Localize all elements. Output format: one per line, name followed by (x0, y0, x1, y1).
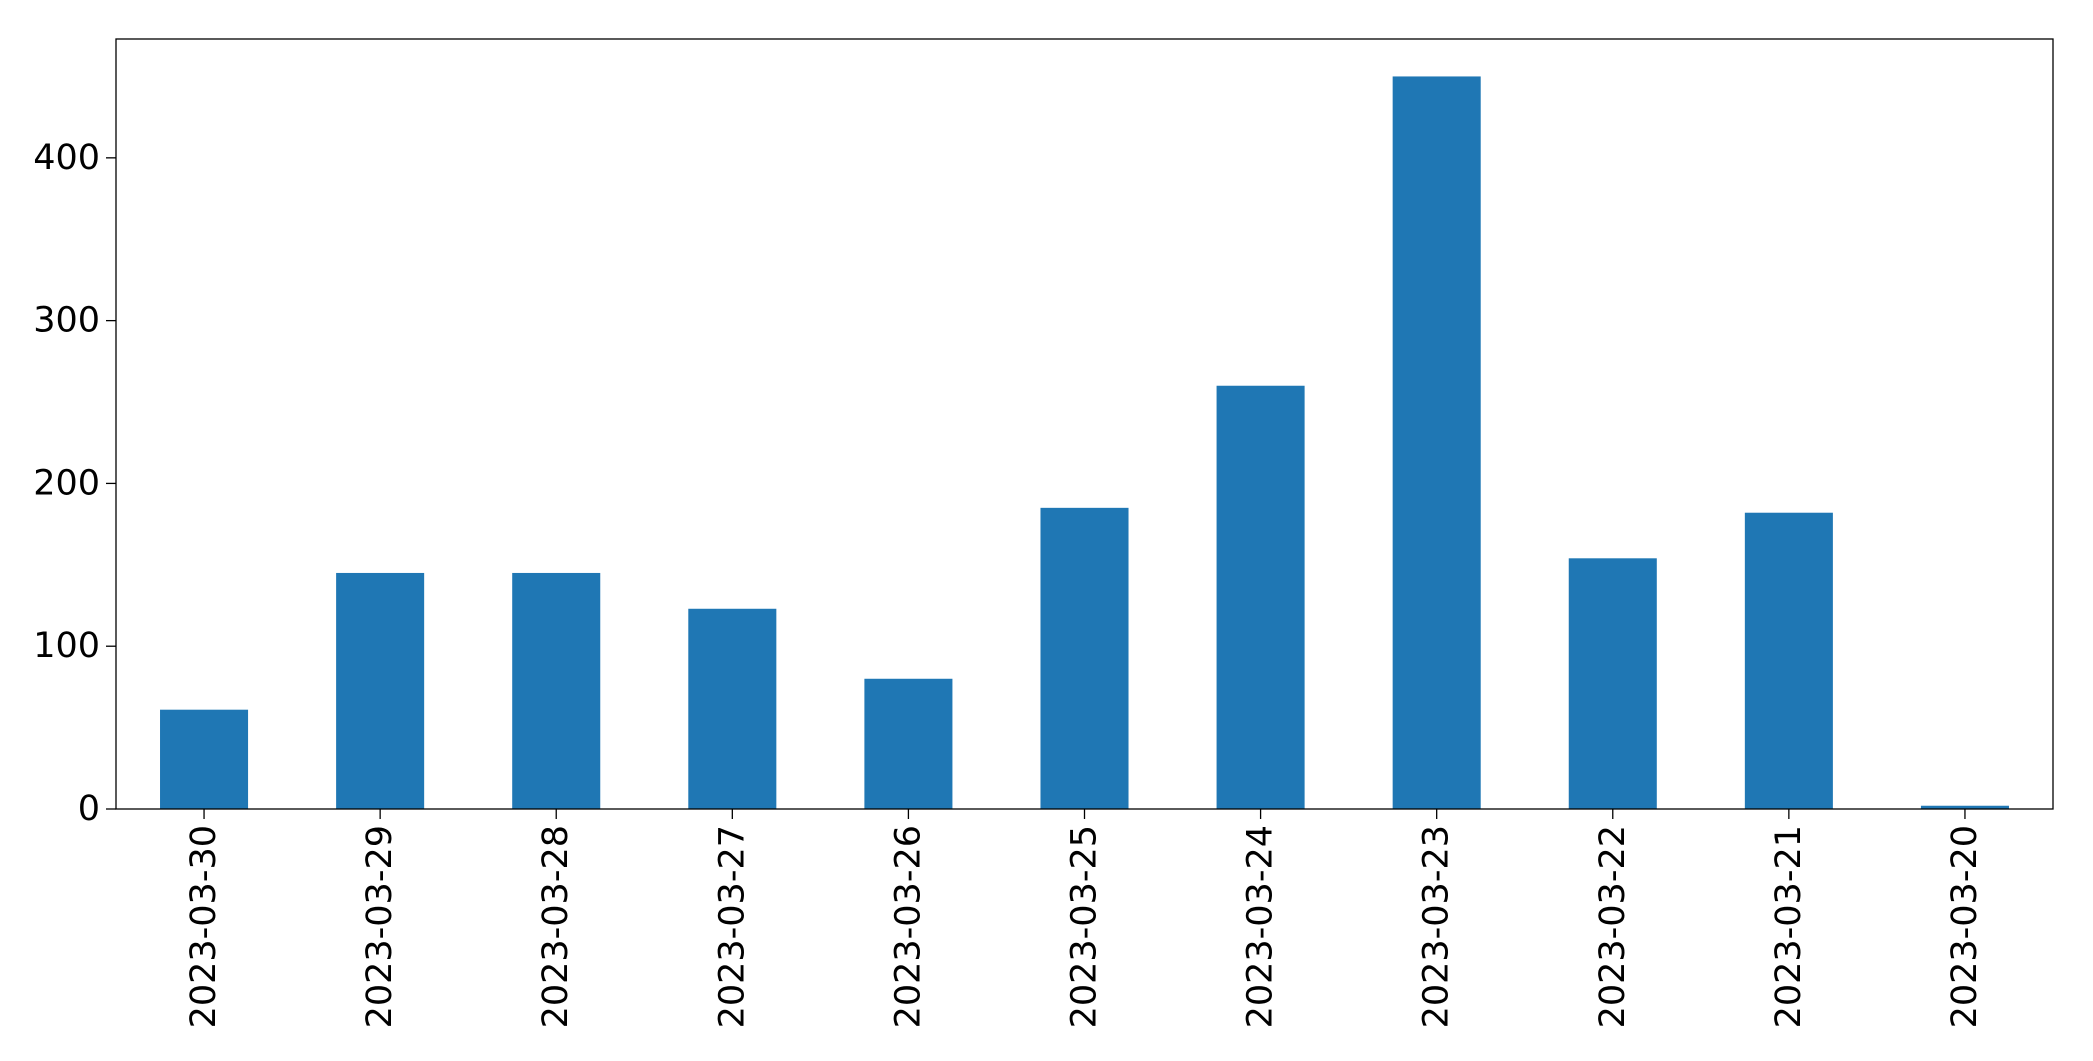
bar (1744, 512, 1833, 809)
x-tick-label: 2023-03-21 (1769, 825, 1809, 1028)
plot-frame (115, 38, 2054, 810)
y-tick-label: 400 (33, 138, 100, 178)
bar (688, 608, 777, 809)
x-tick-label: 2023-03-20 (1945, 825, 1985, 1028)
x-tick-label: 2023-03-29 (360, 825, 400, 1028)
bar (1568, 558, 1657, 809)
bar (864, 678, 953, 809)
x-tick-label: 2023-03-30 (184, 825, 224, 1028)
bar (1040, 507, 1129, 809)
x-tick-label: 2023-03-24 (1241, 825, 1281, 1028)
bar (512, 572, 601, 809)
y-tick-label: 100 (33, 626, 100, 666)
bar (1216, 385, 1305, 809)
x-tick-label: 2023-03-28 (536, 825, 576, 1028)
y-tick-label: 0 (78, 789, 100, 829)
x-tick-label: 2023-03-27 (712, 825, 752, 1028)
x-tick-label: 2023-03-26 (888, 825, 928, 1028)
bar (336, 572, 425, 809)
bar (160, 709, 249, 809)
bar (1920, 805, 2009, 809)
y-tick-label: 300 (33, 301, 100, 341)
bar (1392, 76, 1481, 809)
x-tick-label: 2023-03-25 (1065, 825, 1105, 1028)
y-tick-label: 200 (33, 463, 100, 503)
x-tick-label: 2023-03-23 (1417, 825, 1457, 1028)
x-tick-label: 2023-03-22 (1593, 825, 1633, 1028)
